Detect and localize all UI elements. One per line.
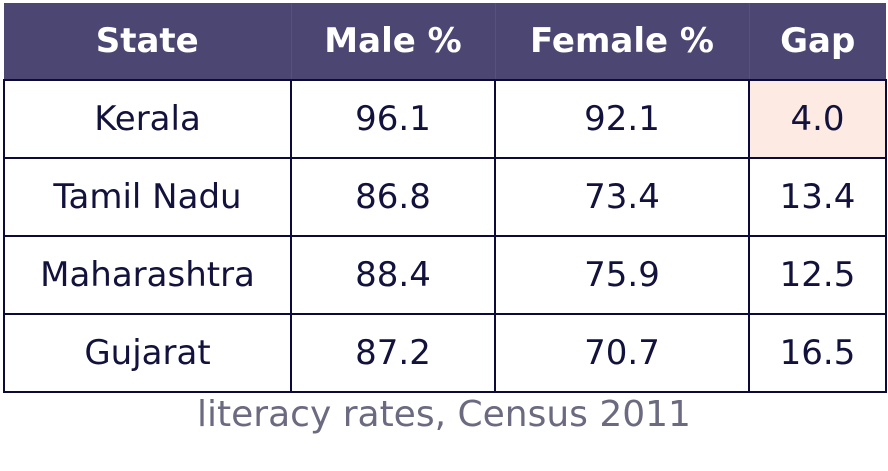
column-header: Gap bbox=[748, 3, 886, 80]
table-cell: 87.2 bbox=[290, 313, 496, 393]
table-row: Tamil Nadu 86.8 73.4 13.4 bbox=[3, 157, 887, 237]
table-cell: 88.4 bbox=[290, 235, 496, 315]
column-header: Male % bbox=[290, 3, 495, 80]
table-cell: 86.8 bbox=[290, 157, 496, 237]
table-cell: 96.1 bbox=[290, 79, 496, 159]
table-cell: Gujarat bbox=[3, 313, 292, 393]
table-row: Kerala 96.1 92.1 4.0 bbox=[3, 79, 887, 159]
table-cell: 73.4 bbox=[494, 157, 750, 237]
table-row: Gujarat 87.2 70.7 16.5 bbox=[3, 313, 887, 393]
column-header: Female % bbox=[494, 3, 749, 80]
table-cell: 75.9 bbox=[494, 235, 750, 315]
table-body: Kerala 96.1 92.1 4.0 Tamil Nadu 86.8 73.4 13.4 M… bbox=[3, 79, 887, 393]
table-cell: Maharashtra bbox=[3, 235, 292, 315]
data-table: State Male % Female % Gap Kerala 96.1 92.1 4.0… bbox=[3, 3, 887, 393]
column-header: State bbox=[4, 3, 291, 80]
caption: literacy rates, Census 2011 bbox=[197, 394, 691, 435]
table-cell: 16.5 bbox=[748, 313, 887, 393]
table-cell: 70.7 bbox=[494, 313, 750, 393]
table-cell: 4.0 bbox=[748, 79, 887, 159]
table-cell: 13.4 bbox=[748, 157, 887, 237]
table-row: Maharashtra 88.4 75.9 12.5 bbox=[3, 235, 887, 315]
table-cell: 12.5 bbox=[748, 235, 887, 315]
header-row: State Male % Female % Gap bbox=[4, 3, 886, 80]
table-cell: Kerala bbox=[3, 79, 292, 159]
table-cell: 92.1 bbox=[494, 79, 750, 159]
table-cell: Tamil Nadu bbox=[3, 157, 292, 237]
